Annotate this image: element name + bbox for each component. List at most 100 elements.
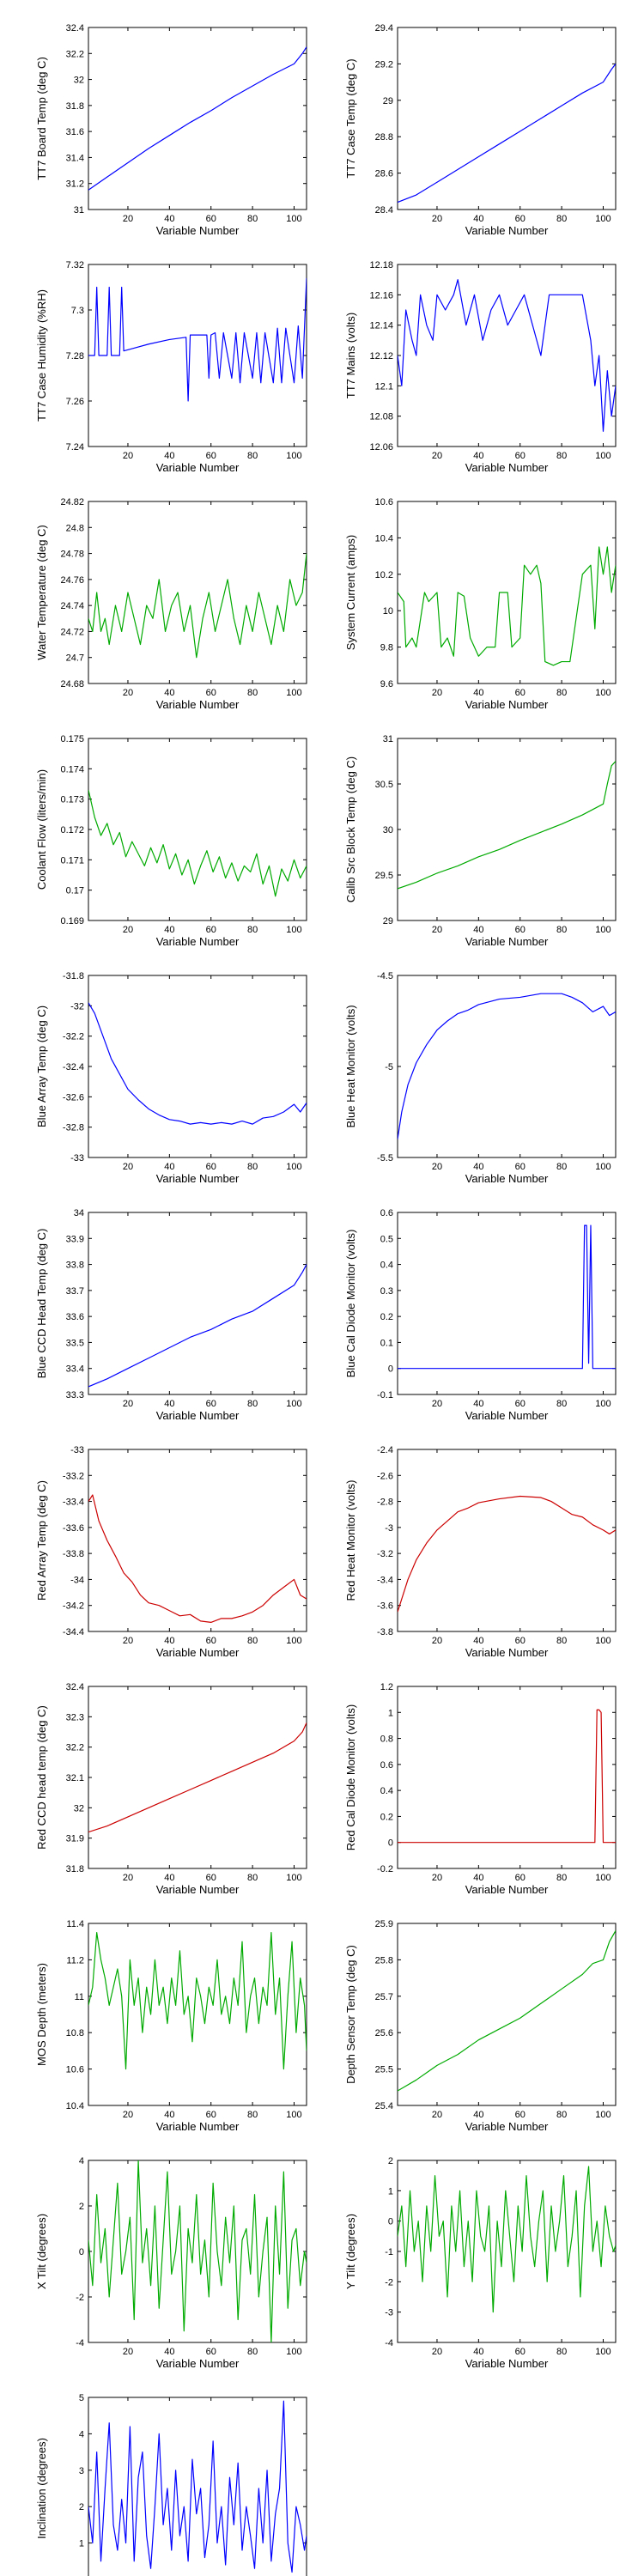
y-tick-label: 28.8 [375, 132, 393, 143]
y-tick-label: 32.2 [66, 49, 84, 59]
x-axis-label: Variable Number [156, 935, 240, 948]
y-tick-label: 34 [74, 1208, 84, 1218]
subplot-20: 20 40 60 80 100 -4 -3 -2 -1 0 1 2 Variable Number Y T… [344, 2156, 617, 2370]
subplot-5: 20 40 60 80 100 24.68 24.7 24.72 24.74 24.76 24.78… [35, 497, 307, 711]
y-tick-label: 11.2 [66, 1955, 84, 1965]
subplot-19: 20 40 60 80 100 -4 -2 0 2 4 Variable Number X Tilt … [35, 2156, 307, 2370]
y-tick-label: 12.14 [369, 321, 393, 331]
subplot-3: 20 40 60 80 100 7.24 7.26 7.28 7.3 7.32 Variable N… [35, 260, 307, 474]
y-axis-label: TT7 Board Temp (deg C) [35, 57, 48, 180]
y-tick-label: 33.4 [66, 1364, 84, 1375]
x-tick-label: 40 [164, 1399, 174, 1409]
x-tick-label: 20 [123, 1399, 133, 1409]
y-tick-label: -34.2 [63, 1601, 84, 1612]
y-tick-label: 32.2 [66, 1743, 84, 1753]
plot-frame [88, 2397, 307, 2576]
x-tick-label: 20 [432, 214, 442, 224]
y-tick-label: 0.169 [60, 916, 84, 927]
x-tick-label: 100 [286, 1873, 301, 1883]
y-tick-label: 0.5 [380, 1234, 393, 1244]
x-tick-label: 60 [515, 214, 526, 224]
x-tick-label: 60 [206, 451, 216, 461]
x-tick-label: 60 [515, 1399, 526, 1409]
y-tick-label: 10.4 [66, 2101, 84, 2111]
subplot-2: 20 40 60 80 100 28.4 28.6 28.8 29 29.2 29.4 Variabl… [344, 23, 617, 237]
y-tick-label: 9.6 [380, 679, 393, 690]
x-axis-label: Variable Number [465, 1172, 549, 1185]
y-tick-label: 32.3 [66, 1712, 84, 1722]
x-tick-label: 100 [595, 1873, 611, 1883]
y-tick-label: 2 [79, 2502, 84, 2512]
y-tick-label: -2 [76, 2293, 84, 2303]
y-tick-label: 0 [79, 2247, 84, 2257]
x-tick-label: 60 [206, 2110, 216, 2120]
y-tick-label: 10.2 [375, 570, 393, 580]
x-tick-label: 20 [123, 2347, 133, 2357]
data-series-line [398, 279, 616, 432]
x-tick-label: 80 [247, 1399, 258, 1409]
y-tick-label: 31.4 [66, 153, 84, 163]
data-series-line [398, 1930, 616, 2092]
x-axis-label: Variable Number [465, 1646, 549, 1659]
x-tick-label: 20 [123, 2110, 133, 2120]
x-tick-label: 80 [556, 1399, 567, 1409]
x-tick-label: 40 [473, 1873, 483, 1883]
subplot-9: 20 40 60 80 100 -33 -32.8 -32.6 -32.4 -32.2 -32 -31… [35, 971, 307, 1185]
plot-frame [397, 1212, 617, 1395]
x-tick-label: 80 [556, 2347, 567, 2357]
subplot-21: 20406080100012345Variable NumberInclinat… [35, 2393, 307, 2576]
y-axis-label: MOS Depth (meters) [35, 1963, 48, 2066]
y-tick-label: -3 [385, 1523, 393, 1534]
y-tick-label: 25.5 [375, 2065, 393, 2075]
x-axis-label: Variable Number [465, 698, 549, 711]
y-tick-label: 31 [383, 734, 393, 744]
data-series-line [88, 1264, 307, 1388]
y-tick-label: 12.1 [375, 381, 393, 392]
plot-frame [397, 1923, 617, 2106]
data-series-line [88, 789, 307, 897]
y-tick-label: 0.173 [60, 795, 84, 805]
y-tick-label: 24.76 [60, 575, 84, 586]
x-tick-label: 60 [206, 214, 216, 224]
x-tick-label: 40 [164, 451, 174, 461]
x-tick-label: 80 [556, 451, 567, 461]
data-series-line [88, 2160, 307, 2342]
x-tick-label: 80 [247, 1873, 258, 1883]
x-tick-label: 40 [473, 1636, 483, 1646]
y-axis-label: TT7 Mains (volts) [344, 313, 357, 398]
y-tick-label: 25.8 [375, 1955, 393, 1965]
y-tick-label: 0.2 [380, 1312, 393, 1322]
y-tick-label: 0.4 [380, 1261, 393, 1271]
y-tick-label: 24.74 [60, 601, 84, 611]
y-tick-label: 9.8 [380, 643, 393, 653]
data-series-line [398, 1709, 616, 1844]
x-tick-label: 40 [164, 925, 174, 935]
x-tick-label: 100 [595, 214, 611, 224]
y-tick-label: 24.68 [60, 679, 84, 690]
y-tick-label: 29 [383, 96, 393, 106]
x-tick-label: 20 [123, 1636, 133, 1646]
x-tick-label: 40 [473, 2110, 483, 2120]
x-tick-label: 80 [247, 925, 258, 935]
y-tick-label: 2 [79, 2202, 84, 2212]
x-tick-label: 100 [595, 1399, 611, 1409]
x-tick-label: 60 [515, 451, 526, 461]
data-series-line [398, 761, 616, 890]
y-tick-label: -0.2 [377, 1864, 393, 1874]
x-tick-label: 80 [247, 688, 258, 698]
y-tick-label: 7.24 [66, 442, 84, 453]
x-tick-label: 20 [432, 1162, 442, 1172]
x-tick-label: 60 [515, 2347, 526, 2357]
x-axis-label: Variable Number [156, 2357, 240, 2370]
y-tick-label: 28.6 [375, 169, 393, 179]
x-tick-label: 80 [556, 688, 567, 698]
subplot-10: 20 40 60 80 100 -5.5 -5 -4.5 Variable Number Blue… [344, 971, 617, 1185]
x-tick-label: 100 [286, 451, 301, 461]
y-tick-label: 10.4 [375, 533, 393, 544]
x-tick-label: 80 [556, 2110, 567, 2120]
y-tick-label: 0.8 [380, 1735, 393, 1745]
y-axis-label: Coolant Flow (liters/min) [35, 769, 48, 890]
y-tick-label: 7.32 [66, 260, 84, 270]
x-tick-label: 100 [286, 1162, 301, 1172]
y-tick-label: -3.2 [377, 1549, 393, 1559]
